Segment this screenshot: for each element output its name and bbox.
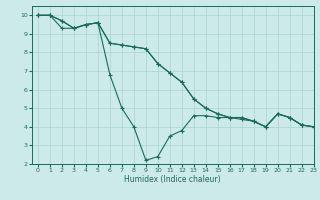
X-axis label: Humidex (Indice chaleur): Humidex (Indice chaleur) xyxy=(124,175,221,184)
